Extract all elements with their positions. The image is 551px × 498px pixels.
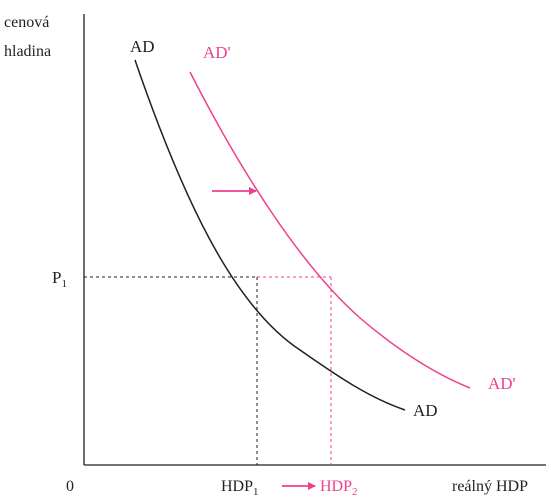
ad-curve <box>134 59 406 411</box>
origin-label: 0 <box>66 478 74 495</box>
ad-prime-curve <box>189 71 471 389</box>
y-axis-label-line2: hladina <box>4 43 51 60</box>
x-axis-label: reálný HDP <box>452 478 528 495</box>
hdp1-subscript: 1 <box>253 486 259 498</box>
ad-prime-label-bottom: AD' <box>488 374 516 393</box>
ad-label-top: AD <box>130 37 155 56</box>
y-axis-label-line1: cenová <box>4 14 49 31</box>
price-level-p1-label: P1 <box>52 268 67 290</box>
price-level-p1-base: P <box>52 268 61 287</box>
ad-prime-label-top: AD' <box>203 43 231 62</box>
hdp2-subscript: 2 <box>352 486 358 498</box>
hdp1-label: HDP1 <box>221 478 259 498</box>
hdp2-base: HDP <box>320 478 352 495</box>
hdp2-label: HDP2 <box>320 478 358 498</box>
ad-label-bottom: AD <box>413 401 438 420</box>
hdp1-base: HDP <box>221 478 253 495</box>
price-level-p1-subscript: 1 <box>61 278 67 290</box>
